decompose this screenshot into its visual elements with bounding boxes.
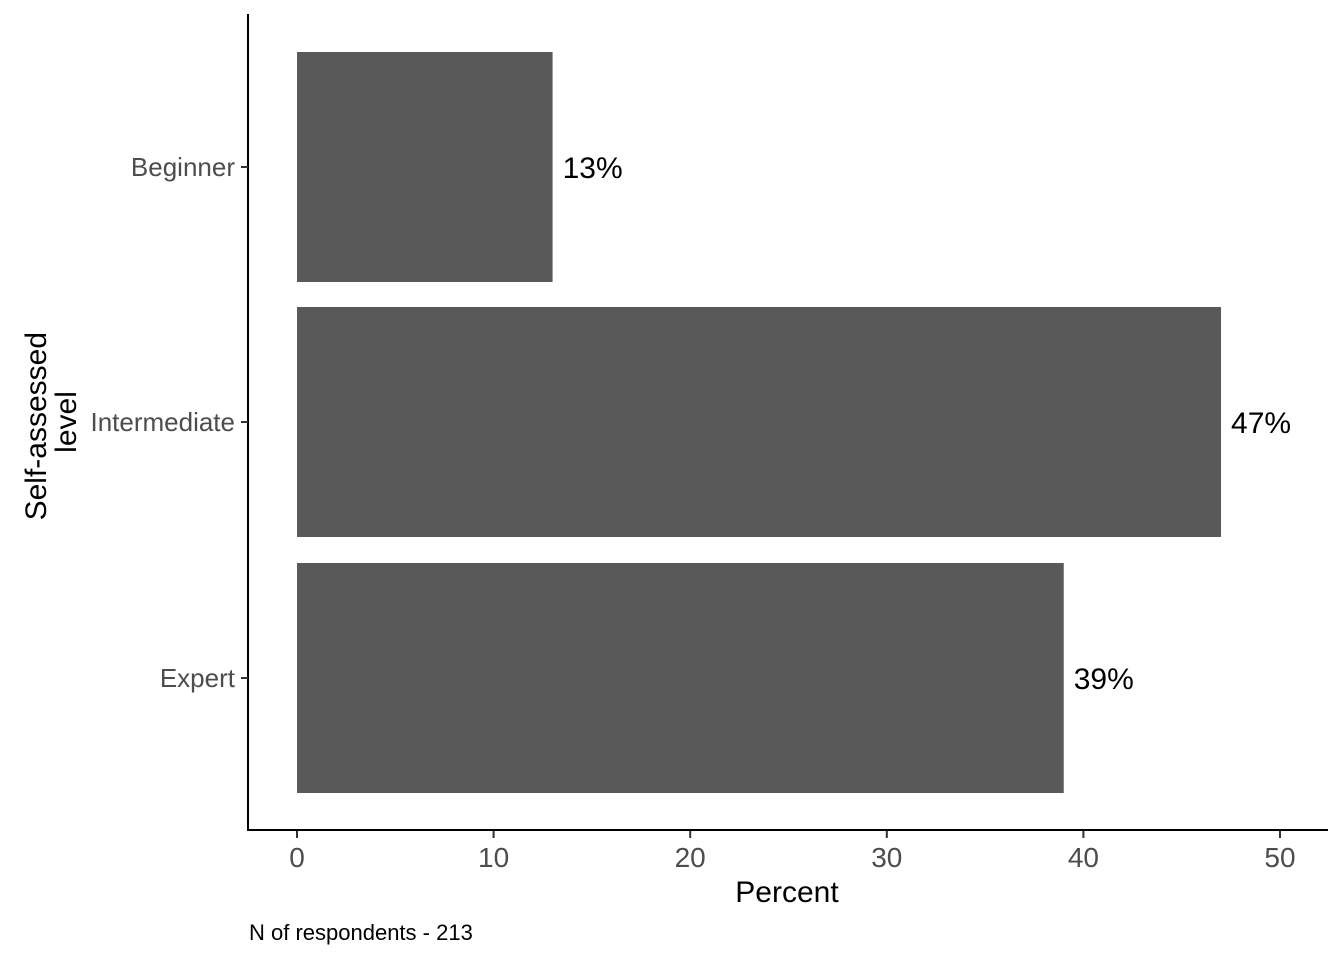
y-axis-title: Self-assessed level — [20, 324, 83, 521]
data-label-beginner: 13% — [563, 152, 623, 185]
x-tick-label-0: 0 — [289, 842, 305, 873]
bar-intermediate — [297, 307, 1222, 537]
x-axis-ticks: 0 10 20 30 40 50 — [289, 831, 1296, 873]
x-tick-label-40: 40 — [1068, 842, 1099, 873]
x-axis-title: Percent — [735, 876, 839, 909]
x-tick-label-20: 20 — [675, 842, 706, 873]
chart-caption: N of respondents - 213 — [249, 920, 473, 945]
data-label-expert: 39% — [1074, 663, 1134, 696]
y-axis-title-line-1: Self-assessed — [20, 332, 53, 520]
data-labels-group: 13% 47% 39% — [563, 152, 1291, 696]
y-axis-ticks: Beginner Intermediate Expert — [90, 152, 248, 693]
bar-beginner — [297, 52, 553, 282]
y-tick-label-beginner: Beginner — [131, 152, 235, 182]
y-axis-title-line-2: level — [50, 391, 83, 453]
y-tick-label-intermediate: Intermediate — [90, 407, 235, 437]
bar-expert — [297, 563, 1064, 793]
y-tick-label-expert: Expert — [160, 663, 236, 693]
bars-group — [297, 52, 1222, 793]
x-tick-label-30: 30 — [871, 842, 902, 873]
data-label-intermediate: 47% — [1231, 407, 1291, 440]
x-tick-label-10: 10 — [478, 842, 509, 873]
x-tick-label-50: 50 — [1264, 842, 1295, 873]
